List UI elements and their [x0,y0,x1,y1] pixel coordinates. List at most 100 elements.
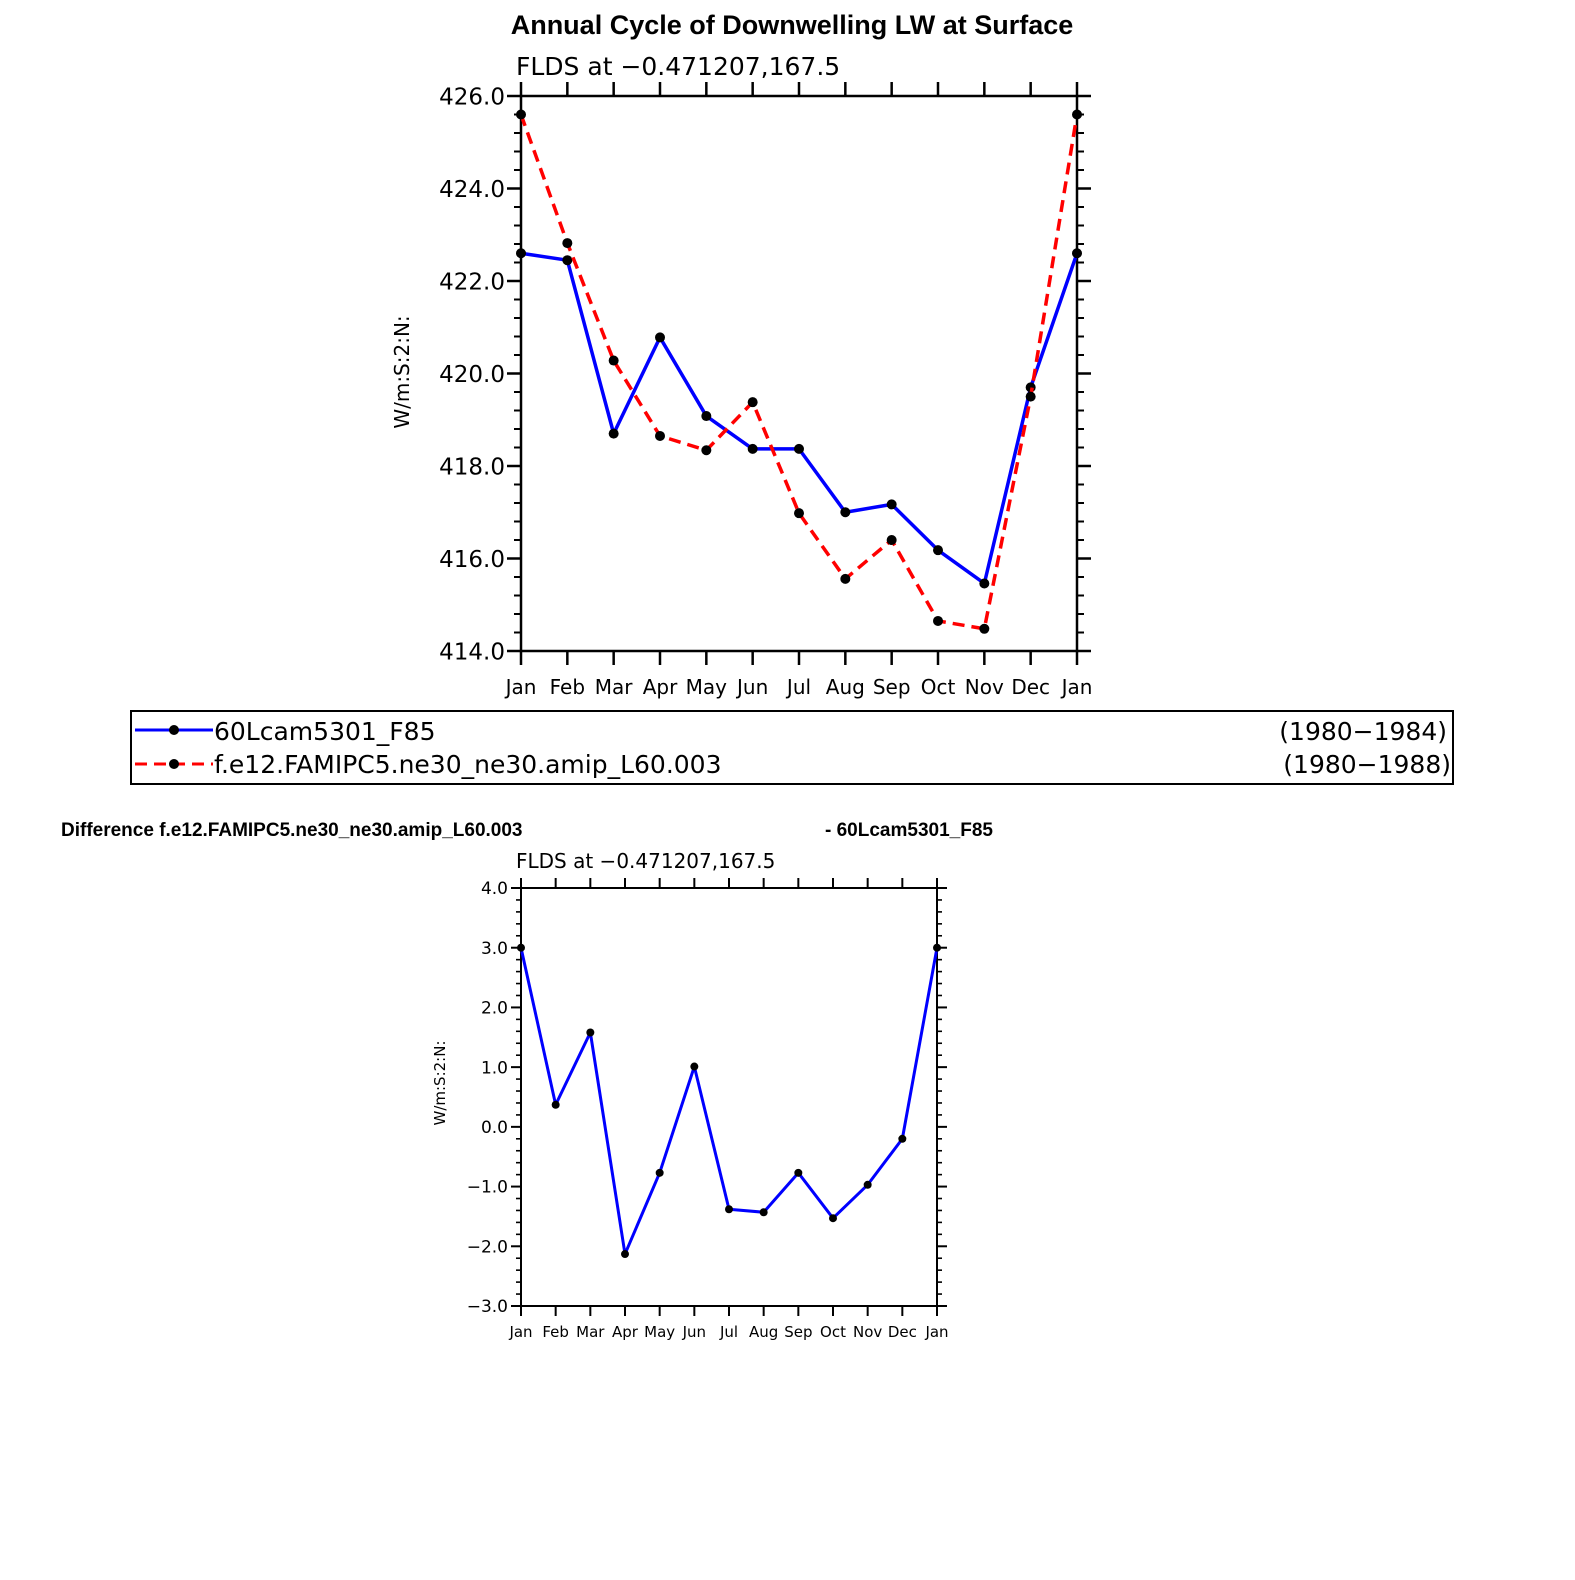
chart1-ytick-label: 424.0 [439,177,505,203]
chart2-xtick-label: Apr [612,1323,639,1341]
chart2-series-1-point [655,1168,664,1177]
chart1-series-2-point [886,535,897,545]
chart2-ytick-label: 1.0 [481,1058,508,1078]
chart2-xtick-label: Jun [682,1323,706,1341]
chart1-subtitle: FLDS at −0.471207,167.5 [516,52,840,81]
chart2-series-1-point [517,943,525,952]
chart2-series-1-point [551,1100,560,1109]
chart1-xtick-label: May [686,675,728,699]
chart1-ytick-label: 416.0 [439,547,505,573]
chart1-series-1-point [933,545,943,556]
chart1-xtick-label: Mar [595,675,634,699]
chart2-ylabel: W/m:S:2:N: [431,1041,449,1126]
chart1-plot: Jan Feb Mar Apr May Jun Jul Aug Sep Oct Nov Dec Jan 4… [439,82,1092,699]
chart1-ytick-label: 418.0 [439,454,505,480]
chart2-xtick-label: Feb [542,1323,569,1341]
chart2-series-1-point [829,1214,837,1223]
chart1-ytick-label: 414.0 [439,639,505,665]
chart1-ytick-label: 426.0 [439,84,505,110]
chart2-xtick-label: Dec [888,1323,917,1341]
chart1-series-2-point [1025,391,1036,402]
chart1-xtick-label: Jun [735,675,768,699]
chart2-ytick-label: −3.0 [467,1297,508,1317]
chart2-ytick-label: 4.0 [481,879,508,899]
chart1-series-2-point [840,573,851,584]
chart2-series-1-point [725,1205,733,1214]
chart1-series-2-point [655,430,665,441]
chart1-xtick-label: Jan [504,675,537,699]
chart1-series-2-point [608,355,619,366]
chart2-xtick-label: Nov [853,1323,882,1341]
chart1-series-1-point [516,248,526,259]
chart2-series-1-point [690,1062,699,1071]
chart1-xtick-label: Apr [643,675,678,699]
chart2-ytick-label: 3.0 [481,939,508,959]
chart1-series-1-point [747,443,758,454]
chart2-plot: Jan Feb Mar Apr May Jun Jul Aug Sep Oct Nov Dec Jan−… [467,878,949,1341]
legend-label-series-2: f.e12.FAMIPC5.ne30_ne30.amip_L60.003 [214,750,722,779]
chart2-series-1-point [586,1028,595,1037]
chart1-plot-frame [519,94,1079,653]
chart2-xtick-label: Jan [508,1323,532,1341]
chart1-series-1-point [562,255,573,266]
chart2-ytick-label: 0.0 [481,1118,508,1138]
chart1-series-2-point [701,445,712,456]
chart2-series-1-point [863,1180,872,1189]
chart2-xtick-label: Aug [749,1323,778,1341]
chart2-series-1-point [794,1168,803,1177]
chart1-series-1-point [840,507,851,518]
chart1-series-2-point [562,238,573,249]
legend-marker-series-1 [169,725,179,735]
chart1-xtick-label: Oct [921,675,956,699]
chart1-ytick-label: 422.0 [439,269,505,295]
chart1-xtick-label: Dec [1011,675,1050,699]
chart1-series-2-point [933,615,943,626]
chart1-xtick-label: Nov [965,675,1004,699]
chart2-plot-frame [520,887,938,1307]
chart1-series-1-point [886,499,897,510]
chart2-xtick-label: Sep [784,1323,812,1341]
chart1-series-2-point [516,109,526,120]
chart1-series-1-point [794,443,804,454]
legend-years-series-2: (1980−1988) [1283,750,1451,779]
chart2-series-1-point [933,943,941,952]
chart2-title-right: - 60Lcam5301_F85 [825,820,993,841]
chart1-xtick-label: Aug [826,675,865,699]
chart1-xtick-label: Jul [785,675,811,699]
chart1-xtick-label: Feb [550,675,585,699]
chart2-series-1-point [759,1208,768,1217]
chart2-ytick-label: −1.0 [467,1178,508,1198]
chart1-title: Annual Cycle of Downwelling LW at Surfac… [511,10,1074,40]
chart1-series-1-line [520,251,1079,586]
legend-label-series-1: 60Lcam5301_F85 [214,717,435,746]
chart1-series-1-point [608,428,619,439]
chart2-xtick-label: May [644,1323,675,1341]
chart1-series-2-point [747,397,758,408]
legend: 60Lcam5301_F85 (1980−1984) f.e12.FAMIPC5… [130,710,1454,785]
chart1-xtick-label: Jan [1060,675,1093,699]
chart2-ytick-label: −2.0 [467,1237,508,1257]
chart1-series-2-point [794,508,804,519]
chart1-ytick-label: 420.0 [439,362,505,388]
chart1-series-2-point [1072,109,1082,120]
chart1-series-2-point [979,623,990,634]
legend-years-series-1: (1980−1984) [1279,717,1447,746]
chart2-title-left: Difference f.e12.FAMIPC5.ne30_ne30.amip_… [61,820,523,841]
chart1-series-1-point [1072,248,1082,259]
chart2-series-1-point [621,1250,629,1259]
chart2-xtick-label: Jul [719,1323,738,1341]
chart2-ytick-label: 2.0 [481,999,508,1019]
chart2-series-1-point [898,1134,907,1143]
legend-box [130,710,1454,785]
chart2-subtitle: FLDS at −0.471207,167.5 [516,849,775,873]
chart1-series-1-point [979,578,990,589]
legend-marker-series-2 [169,759,179,769]
chart1-series-1-point [655,332,665,343]
chart1-xtick-label: Sep [873,675,911,699]
chart2-xtick-label: Mar [576,1323,605,1341]
chart2-xtick-label: Oct [820,1323,846,1341]
chart2-xtick-label: Jan [924,1323,948,1341]
chart1-ylabel: W/m:S:2:N: [390,315,414,428]
